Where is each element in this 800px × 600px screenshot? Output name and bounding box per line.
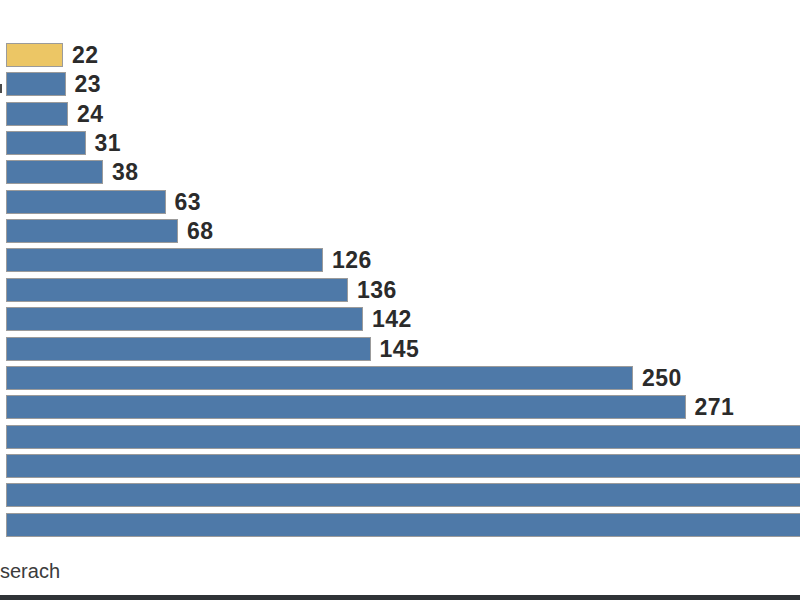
bar [6,72,66,96]
bar-value-label: 250 [642,366,682,390]
bar-value-label: 136 [357,278,397,302]
chart-source-text: serach [0,560,60,583]
bar-value-label: 68 [187,219,214,243]
bar [6,395,686,419]
bar [6,307,363,331]
bar-value-label: 38 [112,160,139,184]
bar [6,43,63,67]
bar [6,248,323,272]
bar [6,366,633,390]
bar [6,102,68,126]
bar [6,160,103,184]
bar [6,219,178,243]
bar-chart-canvas: 22 23 24 31 38 63 68 126 136 142 145 250 271 serach [0,0,800,600]
bar-value-label: 31 [95,131,122,155]
bar-value-label: 23 [75,72,102,96]
bar-value-label: 22 [72,43,99,67]
bar-value-label: 126 [332,248,372,272]
bar-value-label: 142 [372,307,412,331]
bar [6,190,166,214]
bar [6,483,800,507]
bottom-edge-band [0,595,800,600]
bar-value-label: 24 [77,102,104,126]
bar-value-label: 271 [695,395,735,419]
bar [6,131,86,155]
bar [6,454,800,478]
bar [6,278,348,302]
bar-value-label: 145 [380,337,420,361]
bar [6,337,371,361]
clipped-axis-label-fragment [0,84,2,93]
bar [6,425,800,449]
bar-value-label: 63 [175,190,202,214]
bar [6,513,800,537]
